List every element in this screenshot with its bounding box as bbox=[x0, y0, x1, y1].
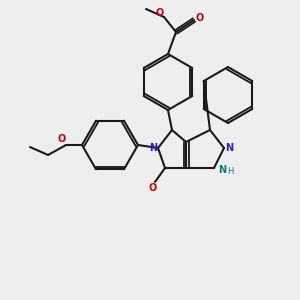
Text: N: N bbox=[225, 143, 233, 153]
Text: O: O bbox=[58, 134, 66, 144]
Text: O: O bbox=[149, 183, 157, 193]
Text: N: N bbox=[149, 143, 157, 153]
Text: O: O bbox=[196, 13, 204, 23]
Text: O: O bbox=[156, 8, 164, 18]
Text: N: N bbox=[218, 165, 226, 175]
Text: H: H bbox=[227, 167, 233, 176]
